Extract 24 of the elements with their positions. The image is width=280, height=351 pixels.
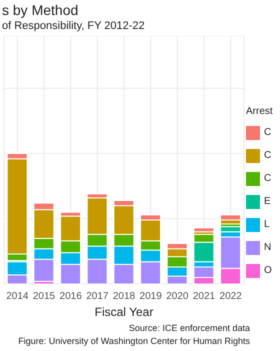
source-note: Source: ICE enforcement data	[128, 323, 250, 333]
chart-subtitle: of Responsibility, FY 2012-22	[2, 20, 145, 32]
x-tick-label: 2020	[166, 291, 189, 302]
chart-title: s by Method	[2, 2, 78, 18]
x-tick-label: 2017	[86, 291, 109, 302]
legend-label: L	[264, 219, 270, 230]
legend-label: N	[264, 242, 272, 253]
legend-label: C	[264, 127, 272, 138]
bar	[220, 214, 242, 221]
legend-label: C	[264, 173, 272, 184]
legend-title: Arrest	[246, 106, 273, 117]
x-tick-label: 2019	[140, 291, 162, 302]
x-tick-label: 2016	[60, 291, 82, 302]
text: Figure: University of Washington Center for Human Rights	[18, 336, 250, 346]
x-tick-label: 2022	[220, 291, 242, 302]
x-axis-title: Fiscal Year	[94, 305, 154, 319]
legend-label: C	[264, 150, 272, 161]
x-tick-label: 2018	[112, 291, 136, 302]
legend-label: E	[264, 196, 271, 207]
x-tick-label: 2015	[32, 291, 56, 302]
x-tick-label: 2021	[192, 291, 216, 302]
legend-label: O	[264, 265, 272, 276]
bar	[193, 227, 214, 232]
x-tick-label: 2014	[6, 291, 29, 302]
